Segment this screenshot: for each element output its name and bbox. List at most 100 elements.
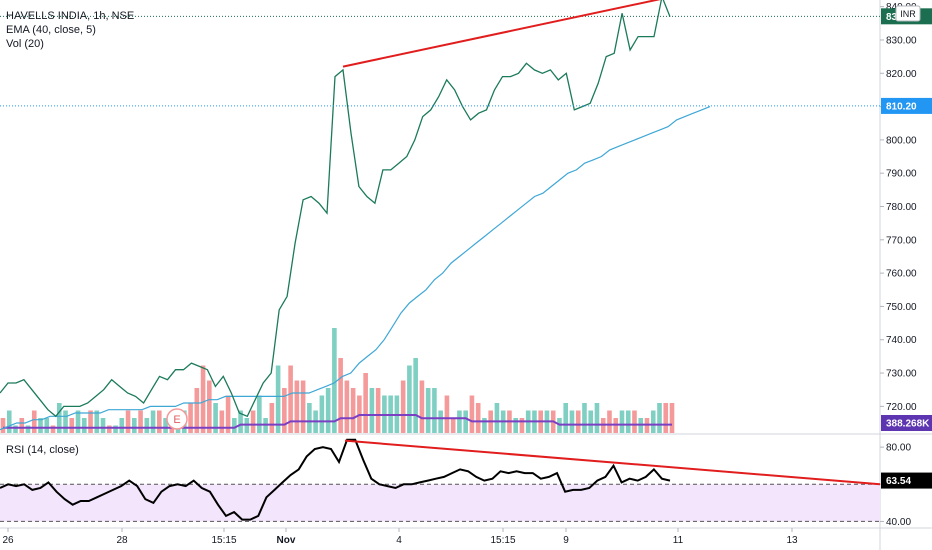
volume-bar	[563, 403, 569, 433]
volume-bar	[463, 410, 468, 433]
volume-bar	[257, 395, 262, 433]
volume-bar	[419, 380, 425, 433]
price-axis[interactable]: 840.00830.00820.00810.00800.00790.00780.…	[880, 2, 917, 413]
price-tick-label: 740.00	[886, 335, 917, 346]
volume-bar	[625, 410, 631, 433]
volume-bar	[657, 403, 662, 433]
price-trendline[interactable]	[342, 0, 750, 68]
volume-badge-box	[881, 415, 932, 431]
volume-bar	[6, 410, 12, 433]
volume-bar	[632, 410, 637, 433]
currency-tag[interactable]: INR	[895, 5, 921, 22]
volume-bar	[219, 410, 225, 433]
volume-bar	[469, 395, 475, 433]
volume-bar	[94, 410, 100, 433]
volume-bar	[269, 403, 275, 433]
volume-bar	[607, 410, 612, 433]
volume-bar	[582, 403, 587, 433]
volume-bar	[450, 418, 456, 433]
main-legend: HAVELLS INDIA, 1h, NSE EMA (40, close, 5…	[6, 9, 134, 51]
time-tick-label: 9	[563, 535, 569, 546]
volume-bar	[207, 380, 212, 433]
volume-bar	[19, 418, 25, 433]
volume-bar	[588, 410, 594, 433]
volume-bar	[188, 403, 193, 433]
ema-legend[interactable]: EMA (40, close, 5)	[6, 24, 96, 36]
volume-bar	[294, 380, 300, 433]
volume-bar	[594, 403, 600, 433]
volume-bar	[513, 418, 518, 433]
volume-bar	[669, 403, 675, 433]
volume-bar	[400, 380, 406, 433]
currency-label: INR	[900, 9, 916, 19]
ema-badge-box	[881, 97, 932, 114]
symbol-title[interactable]: HAVELLS INDIA, 1h, NSE	[6, 10, 135, 22]
time-axis[interactable]: 26 28 15:15 Nov 4 15:15 9 11 13	[2, 528, 798, 546]
rsi-legend[interactable]: RSI (14, close)	[6, 444, 79, 456]
volume-bar	[575, 410, 581, 433]
volume-bar	[75, 410, 81, 433]
volume-bar	[13, 425, 18, 433]
volume-bar	[194, 388, 200, 433]
volume-bar	[650, 410, 656, 433]
volume-bar	[0, 418, 6, 433]
price-tick-label: 770.00	[886, 235, 917, 246]
volume-bar	[475, 403, 481, 433]
rsi-tick-label: 80.00	[886, 443, 911, 454]
time-tick-label: 4	[396, 535, 402, 546]
rsi-band-layer	[0, 483, 880, 522]
volume-bar	[319, 395, 325, 433]
time-tick-label: 15:15	[211, 535, 236, 546]
volume-bar	[44, 418, 50, 433]
volume-bar	[482, 418, 487, 433]
earnings-marker-label: E	[173, 414, 180, 426]
volume-bar	[238, 410, 243, 433]
time-tick-label: 26	[2, 535, 14, 546]
volume-bar	[56, 403, 62, 433]
volume-layer	[0, 328, 675, 433]
volume-bar	[569, 410, 575, 433]
volume-bar	[100, 418, 106, 433]
volume-bar	[213, 403, 218, 433]
volume-bar	[369, 388, 375, 433]
rsi-band	[0, 484, 880, 522]
volume-bar	[350, 388, 356, 433]
price-tick-label: 730.00	[886, 369, 917, 380]
earnings-marker[interactable]: E	[166, 408, 188, 430]
volume-bar	[438, 410, 443, 433]
rsi-line	[0, 438, 671, 521]
price-tick-label: 720.00	[886, 402, 917, 413]
ema-badge-label: 810.20	[886, 101, 917, 112]
volume-bar	[232, 418, 237, 433]
volume-bar	[163, 418, 168, 433]
rsi-badge-box	[881, 472, 932, 489]
rsi-trendline[interactable]	[344, 439, 881, 486]
trendline-layer[interactable]	[342, 0, 881, 486]
volume-bar	[288, 365, 293, 433]
volume-bar	[325, 388, 331, 433]
volume-bar	[106, 425, 112, 433]
volume-bar	[300, 380, 306, 433]
time-tick-label: Nov	[277, 535, 296, 546]
volume-bar	[432, 388, 437, 433]
currency-tag-box[interactable]	[895, 5, 921, 22]
vol-legend[interactable]: Vol (20)	[6, 38, 44, 50]
volume-bar	[307, 403, 312, 433]
volume-bar	[332, 328, 337, 433]
volume-bar	[363, 373, 368, 433]
volume-bar	[250, 410, 256, 433]
volume-bar	[31, 410, 37, 433]
rsi-badge-label: 63.54	[886, 476, 911, 487]
earnings-marker-circle[interactable]	[166, 408, 188, 430]
price-tick-label: 790.00	[886, 169, 917, 180]
volume-bar	[113, 425, 118, 433]
main-pane-bg	[0, 0, 880, 433]
ema-line	[0, 106, 711, 431]
volume-bar	[344, 380, 350, 433]
volume-bar	[619, 410, 625, 433]
price-tick-label: 750.00	[886, 302, 917, 313]
time-tick-label: 13	[786, 535, 798, 546]
volume-bar	[150, 410, 156, 433]
